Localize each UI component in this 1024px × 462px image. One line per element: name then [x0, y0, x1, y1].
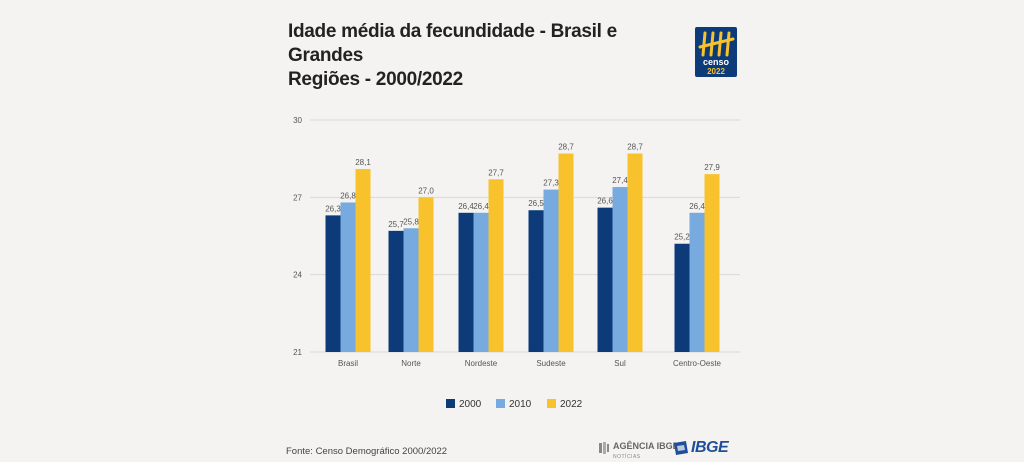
data-label: 27,7 — [488, 168, 504, 177]
bar-2022 — [418, 197, 434, 352]
data-label: 25,2 — [674, 233, 690, 242]
ibge-flag-icon — [674, 441, 688, 455]
data-label: 28,7 — [558, 143, 574, 152]
logo-text: censo — [703, 57, 730, 67]
x-tick-label: Brasil — [338, 359, 358, 368]
x-tick-label: Norte — [401, 359, 421, 368]
data-label: 26,8 — [340, 191, 356, 200]
legend-label-2022: 2022 — [560, 399, 583, 410]
y-tick-label: 21 — [293, 348, 302, 357]
legend-label-2000: 2000 — [459, 399, 482, 410]
bar-2022 — [355, 168, 371, 352]
data-label: 27,4 — [612, 176, 628, 185]
data-label: 26,4 — [473, 202, 489, 211]
bar-2022 — [558, 153, 574, 352]
data-label: 27,3 — [543, 179, 559, 188]
censo-2022-logo: censo 2022 — [695, 27, 737, 77]
bar-2022 — [488, 179, 504, 352]
title-line-1: Idade média da fecundidade - Brasil e Gr… — [288, 21, 617, 66]
agencia-mark-icon — [599, 442, 609, 454]
agencia-ibge-logo: AGÊNCIA IBGE NOTÍCIAS — [598, 438, 679, 460]
logo-year: 2022 — [707, 67, 725, 76]
ibge-label: IBGE — [691, 439, 729, 456]
data-label: 25,7 — [388, 220, 404, 229]
data-label: 27,0 — [418, 186, 434, 195]
title-line-2: Regiões - 2000/2022 — [288, 69, 463, 90]
data-label: 25,8 — [403, 217, 419, 226]
y-tick-label: 27 — [293, 193, 302, 202]
ibge-logo: IBGE — [672, 438, 729, 458]
data-label: 26,4 — [458, 202, 474, 211]
x-tick-label: Nordeste — [465, 359, 498, 368]
y-tick-label: 24 — [293, 271, 302, 280]
x-tick-label: Sudeste — [536, 359, 566, 368]
y-tick-label: 30 — [293, 116, 302, 125]
bar-2022 — [627, 153, 643, 352]
legend-swatch-2000 — [446, 399, 455, 408]
source-note: Fonte: Censo Demográfico 2000/2022 — [286, 446, 448, 457]
data-label: 26,4 — [689, 202, 705, 211]
bar-2010 — [340, 202, 356, 352]
bar-2022 — [704, 174, 720, 352]
agencia-label: AGÊNCIA IBGE — [613, 441, 679, 451]
data-label: 26,3 — [325, 204, 341, 213]
data-label: 27,9 — [704, 163, 720, 172]
data-label: 26,6 — [597, 197, 613, 206]
bar-2000 — [674, 243, 690, 352]
agencia-sub: NOTÍCIAS — [613, 454, 641, 460]
chart-title: Idade média da fecundidade - Brasil e Gr… — [288, 20, 668, 92]
x-tick-label: Sul — [614, 359, 626, 368]
x-tick-label: Centro-Oeste — [673, 359, 722, 368]
data-label: 28,7 — [627, 143, 643, 152]
legend-swatch-2010 — [496, 399, 505, 408]
legend-swatch-2022 — [547, 399, 556, 408]
bar-2000 — [325, 215, 341, 352]
bar-2000 — [388, 230, 404, 352]
bar-2010 — [403, 228, 419, 352]
bar-2010 — [473, 212, 489, 352]
bar-2010 — [612, 187, 628, 352]
bar-2000 — [458, 212, 474, 352]
bar-2010 — [689, 212, 705, 352]
data-label: 28,1 — [355, 158, 371, 167]
data-label: 26,5 — [528, 199, 544, 208]
bar-2010 — [543, 189, 559, 352]
bar-2000 — [597, 207, 613, 352]
bar-2000 — [528, 210, 544, 352]
legend-label-2010: 2010 — [509, 399, 532, 410]
